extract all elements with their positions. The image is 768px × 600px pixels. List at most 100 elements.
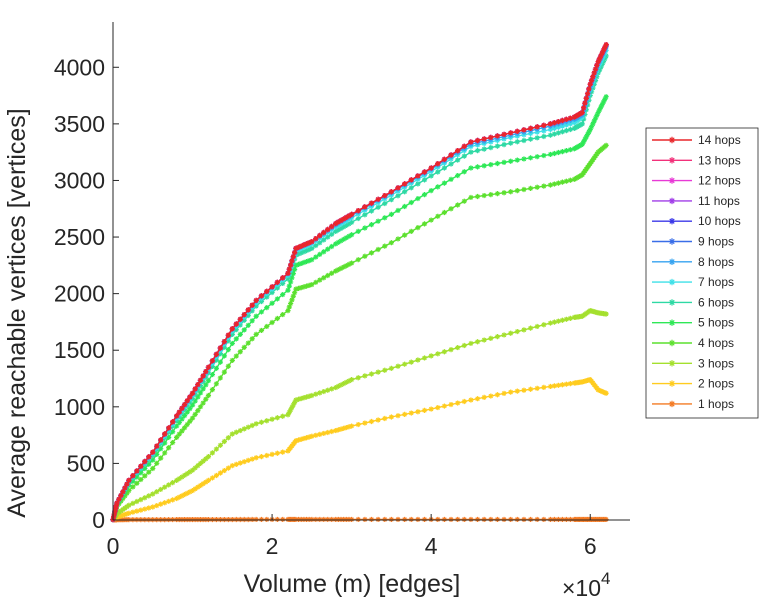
data-point xyxy=(195,484,201,490)
data-point xyxy=(402,203,408,210)
data-point xyxy=(225,347,231,353)
data-point xyxy=(388,189,394,195)
series-line xyxy=(112,44,607,520)
data-point xyxy=(122,485,128,491)
legend-label: 2 hops xyxy=(698,377,734,391)
data-point xyxy=(435,161,441,167)
data-point xyxy=(174,477,180,483)
data-point xyxy=(341,264,347,270)
data-point xyxy=(158,486,164,493)
data-point xyxy=(555,149,562,156)
data-point xyxy=(494,160,501,167)
data-point xyxy=(521,387,527,393)
data-point xyxy=(150,457,156,463)
data-point xyxy=(563,516,569,523)
data-point xyxy=(335,516,341,523)
series-5-hops xyxy=(110,94,609,523)
data-point xyxy=(541,516,547,523)
data-point xyxy=(600,47,607,53)
legend-marker xyxy=(668,360,676,367)
data-point xyxy=(286,283,292,289)
data-point xyxy=(321,229,327,236)
data-point xyxy=(309,245,315,251)
data-point xyxy=(441,209,448,216)
data-point xyxy=(292,266,298,273)
data-point xyxy=(120,512,126,518)
data-point xyxy=(295,396,302,402)
x-scale-exponent: 4 xyxy=(601,569,610,588)
data-point xyxy=(325,246,331,252)
data-point xyxy=(441,403,448,409)
data-point xyxy=(362,420,368,426)
tick-layer: 0 2 4 6 0 500 1000 1500 2000 2500 3000 3500 4000 xyxy=(54,54,597,559)
data-point xyxy=(494,133,501,139)
data-point xyxy=(221,369,227,375)
data-point xyxy=(581,105,587,111)
data-point xyxy=(375,196,381,202)
data-point xyxy=(301,435,307,442)
series-11-hops xyxy=(110,42,609,523)
data-point xyxy=(258,293,265,299)
data-point xyxy=(435,184,441,190)
data-point xyxy=(329,516,335,523)
data-point xyxy=(584,131,591,138)
data-point xyxy=(388,365,394,371)
data-point xyxy=(295,251,302,257)
data-point xyxy=(395,193,401,199)
data-point xyxy=(408,359,414,365)
data-point xyxy=(547,132,554,138)
data-point xyxy=(184,490,190,496)
data-point xyxy=(527,386,534,392)
data-point xyxy=(225,338,231,344)
data-point xyxy=(481,163,487,169)
data-point xyxy=(501,159,507,165)
data-point xyxy=(154,451,160,457)
data-point xyxy=(582,136,588,142)
data-point xyxy=(313,432,319,438)
data-point xyxy=(421,169,428,175)
data-point xyxy=(179,405,185,411)
data-point xyxy=(184,403,190,409)
data-point xyxy=(375,369,381,375)
data-point xyxy=(547,151,554,158)
data-point xyxy=(592,66,599,72)
legend-item: 4 hops xyxy=(652,336,734,350)
data-point xyxy=(146,461,152,467)
data-point xyxy=(435,516,441,523)
data-point xyxy=(245,312,251,319)
data-point xyxy=(329,386,335,392)
data-point xyxy=(555,130,562,136)
legend-marker xyxy=(668,278,676,286)
data-point xyxy=(567,381,573,387)
data-point xyxy=(203,374,209,380)
data-point xyxy=(527,325,534,331)
data-point xyxy=(301,395,307,401)
data-point xyxy=(192,411,198,417)
data-point xyxy=(581,139,587,145)
data-point xyxy=(113,505,119,512)
data-point xyxy=(527,125,534,131)
data-point xyxy=(313,516,319,523)
data-point xyxy=(158,446,164,452)
data-point xyxy=(174,413,180,419)
data-point xyxy=(395,516,401,523)
legend-item: 11 hops xyxy=(652,194,740,208)
data-point xyxy=(534,184,540,190)
data-point xyxy=(428,353,434,359)
data-point xyxy=(174,495,180,502)
data-point xyxy=(408,199,414,206)
data-point xyxy=(203,396,209,402)
data-point xyxy=(368,418,375,425)
data-point xyxy=(368,371,375,377)
data-point xyxy=(195,394,201,400)
data-point xyxy=(603,311,609,317)
data-point xyxy=(602,96,608,102)
data-point xyxy=(138,476,144,483)
data-point xyxy=(521,132,527,138)
data-point xyxy=(349,516,355,523)
data-point xyxy=(514,328,520,335)
data-point xyxy=(551,516,558,523)
data-point xyxy=(313,235,319,242)
data-point xyxy=(599,50,605,56)
